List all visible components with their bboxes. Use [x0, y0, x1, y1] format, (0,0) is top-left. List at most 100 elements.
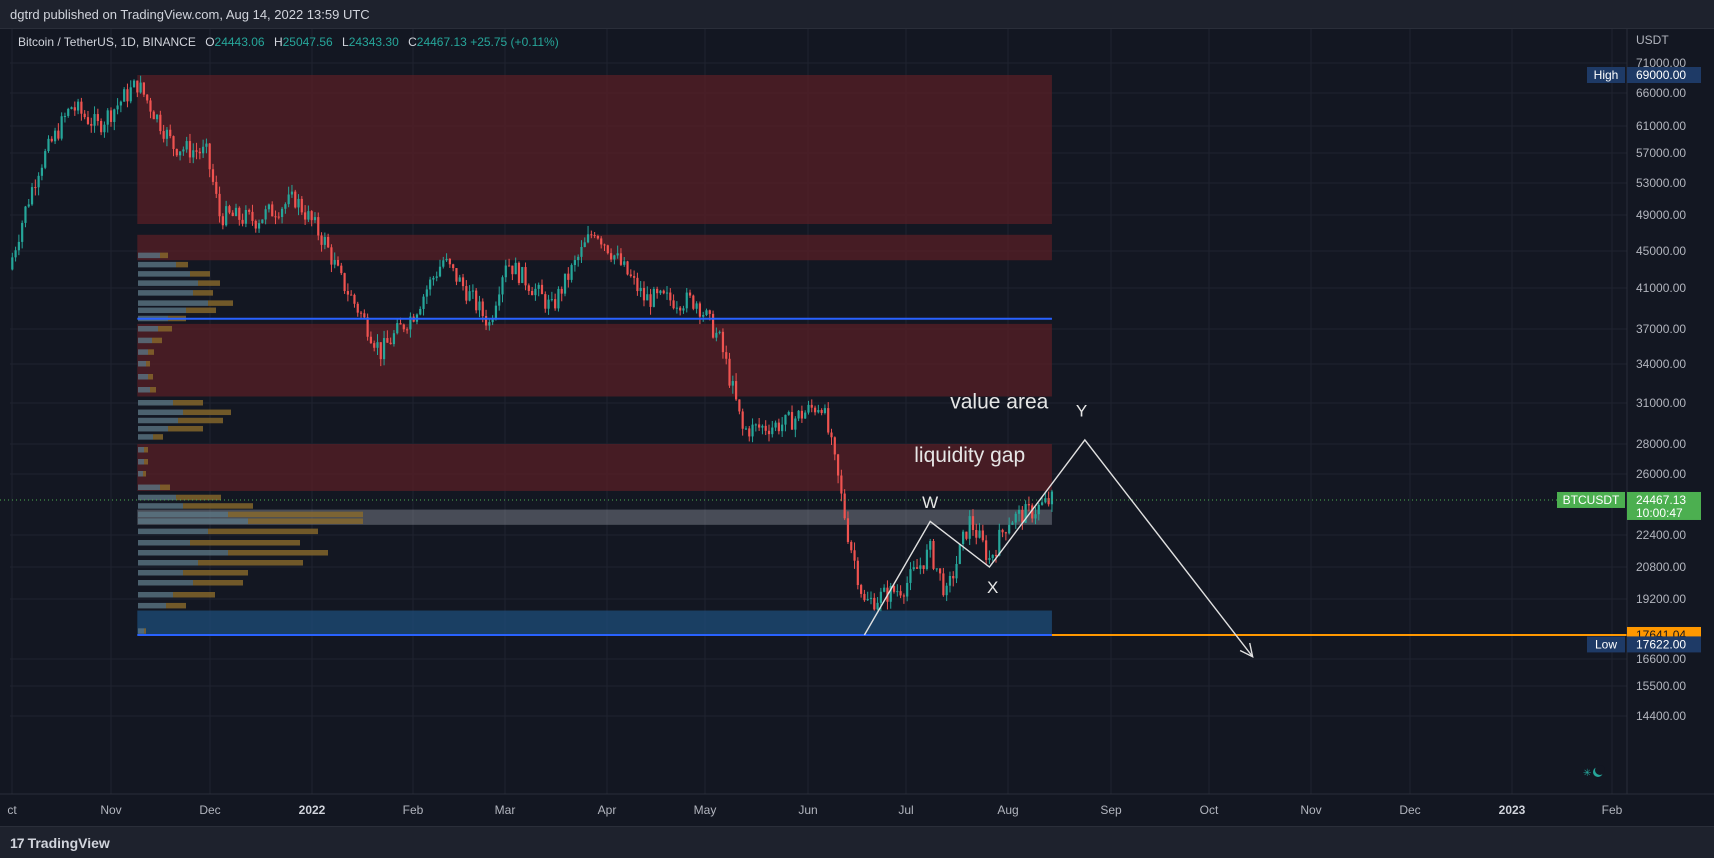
candle-body [159, 114, 162, 132]
candle-body [1024, 504, 1027, 523]
profile-bar-down [190, 540, 300, 546]
profile-bar-up [138, 307, 186, 314]
candle-body [863, 593, 866, 601]
profile-bar-up [138, 271, 190, 277]
annotation-label: liquidity gap [914, 444, 1025, 467]
candle-body [985, 540, 988, 560]
candle-body [935, 568, 938, 570]
candle-body [205, 143, 208, 147]
candle-body [330, 247, 333, 265]
candle-body [695, 303, 698, 309]
candle-body [800, 410, 803, 419]
time-tick-label: Sep [1100, 803, 1122, 817]
price-tick-label: 16600.00 [1636, 652, 1686, 666]
candle-body [952, 575, 955, 579]
candle-body [475, 290, 478, 311]
price-tick-label: 31000.00 [1636, 396, 1686, 410]
profile-bar-down [146, 361, 150, 367]
profile-bar-down [208, 528, 318, 535]
candle-body [804, 412, 807, 419]
candle-body [741, 411, 744, 429]
symbol-name: Bitcoin / TetherUS, 1D, BINANCE [18, 35, 196, 49]
profile-bar-down [173, 400, 203, 406]
candle-body [241, 219, 244, 224]
candle-body [261, 219, 264, 224]
profile-bar-down [248, 518, 363, 524]
candle-body [994, 554, 998, 556]
price-axis[interactable]: 71000.00 66000.00 61000.00 57000.00 53000.00… [1636, 56, 1686, 723]
profile-bar-down [153, 434, 163, 440]
candle-body [83, 113, 86, 118]
profile-bar-up [138, 518, 248, 524]
profile-bar-down [183, 503, 253, 509]
candle-body [244, 209, 247, 224]
profile-bar-down [186, 307, 216, 314]
candle-body [892, 586, 896, 592]
candle-body [116, 105, 119, 110]
candle-body [715, 332, 718, 338]
profile-bar-up [138, 434, 153, 440]
candle-body [37, 175, 40, 188]
time-tick-label: 2023 [1499, 803, 1526, 817]
candle-body [481, 301, 484, 317]
candle-body [685, 292, 688, 309]
candle-body [455, 268, 458, 282]
candle-body [129, 87, 132, 102]
candle-body [123, 89, 126, 102]
candle-body [458, 277, 461, 282]
candle-body [688, 292, 692, 296]
candle-body [649, 294, 652, 307]
profile-bar-up [138, 290, 193, 296]
annotation-label: value area [950, 390, 1048, 413]
candle-body [251, 211, 254, 221]
candle-body [843, 493, 846, 519]
tradingview-logo[interactable]: 17 TradingView [10, 835, 110, 851]
candle-body [192, 150, 195, 158]
profile-bar-down [183, 570, 248, 576]
wave-arrowhead [1239, 642, 1254, 658]
candle-body [287, 194, 290, 205]
price-label-value: 69000.00 [1636, 68, 1686, 82]
candle-body [738, 399, 741, 412]
time-axis[interactable]: ct Nov Dec 2022 Feb Mar Apr May Jun Jul Aug Sep Oct N… [7, 803, 1622, 817]
theme-toggle-icon[interactable]: ✳ [1583, 765, 1605, 779]
profile-bar-up [138, 471, 143, 477]
time-tick-label: Feb [1602, 803, 1623, 817]
profile-bar-down [198, 280, 220, 286]
profile-bar-down [143, 471, 146, 477]
price-label-box-high [1627, 67, 1701, 83]
candle-body [73, 107, 76, 111]
candle-body [544, 294, 547, 309]
candle-body [823, 408, 827, 414]
candle-body [373, 343, 376, 348]
tradingview-logo-icon: 17 [10, 835, 25, 851]
candle-body [24, 206, 27, 223]
price-tick-label: 19200.00 [1636, 592, 1686, 606]
candle-body [188, 141, 192, 158]
candle-body [1040, 502, 1044, 505]
candle-body [672, 300, 675, 309]
price-labels: 69000.00High24467.1310:00:47BTCUSDT17641… [1557, 67, 1701, 653]
candle-body [300, 198, 303, 213]
candle-body [169, 129, 172, 137]
candle-body [902, 595, 905, 597]
candle-body [376, 342, 379, 348]
volume-profile [138, 252, 363, 634]
candle-body [225, 206, 228, 226]
price-tick-label: 20800.00 [1636, 560, 1686, 574]
profile-bar-down [158, 326, 172, 332]
profile-bar-up [138, 409, 183, 416]
candle-body [554, 299, 557, 309]
profile-bar-down [166, 602, 186, 609]
candle-body [202, 146, 205, 154]
candle-body [17, 241, 20, 251]
candle-body [531, 290, 534, 296]
candle-body [507, 265, 511, 267]
zones [137, 75, 1052, 635]
publisher-text: dgtrd published on TradingView.com, Aug … [10, 7, 370, 22]
candle-body [310, 211, 313, 221]
candle-body [126, 89, 129, 102]
candle-body [988, 557, 991, 560]
candle-body [425, 289, 428, 297]
